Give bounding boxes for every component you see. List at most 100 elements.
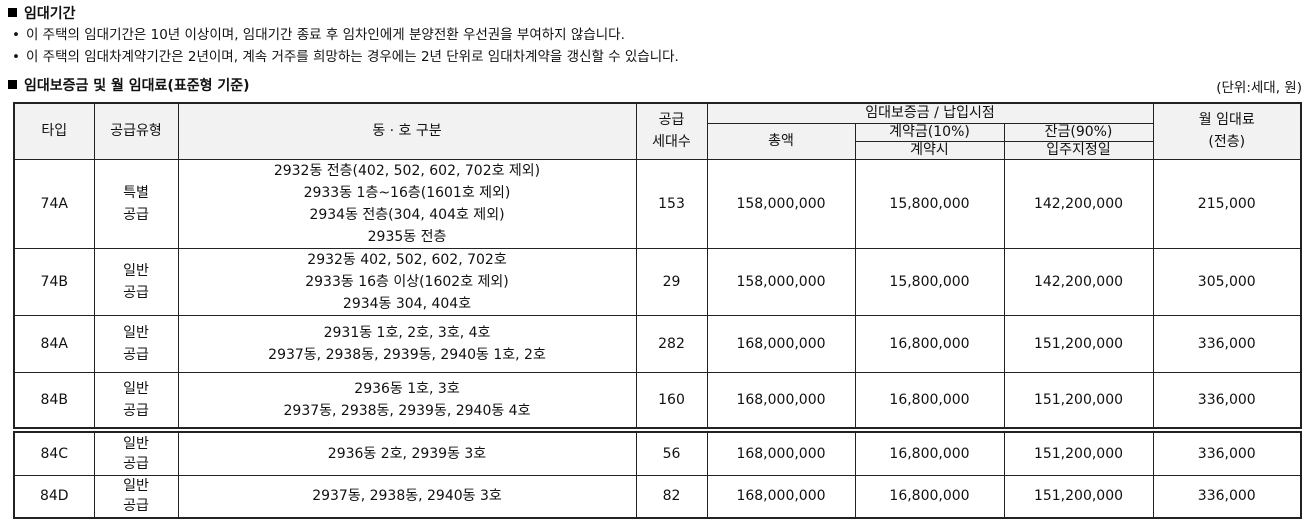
cell-supply-type: 일반 공급 [93, 474, 179, 519]
header-dong-ho: 동 · 호 구분 [177, 102, 637, 160]
cell-line: 2935동 전층 [367, 228, 447, 245]
header-line: 월 임대료 [1198, 112, 1255, 129]
cell-line: 2934동 304, 404호 [342, 295, 472, 312]
cell-line: 공급 [123, 455, 149, 472]
cell-line: 일반 [123, 435, 149, 452]
cell-type: 84D [13, 474, 95, 519]
cell-type: 84A [13, 314, 95, 373]
cell-contract: 16,800,000 [854, 474, 1005, 519]
cell-households: 282 [635, 314, 708, 373]
cell-households: 82 [635, 474, 708, 519]
cell-line: 공급 [123, 402, 149, 419]
cell-supply-type: 일반 공급 [93, 371, 179, 429]
cell-households: 153 [635, 158, 708, 249]
cell-dong-ho: 2937동, 2938동, 2940동 3호 [177, 474, 637, 519]
cell-balance: 151,200,000 [1003, 431, 1154, 476]
header-line: (전층) [1208, 134, 1246, 151]
cell-contract: 16,800,000 [854, 371, 1005, 429]
bullet-dot: • [12, 27, 20, 43]
cell-contract: 16,800,000 [854, 431, 1005, 476]
table-row: 84B 일반 공급 2936동 1호, 3호 2937동, 2938동, 293… [13, 371, 1302, 429]
cell-supply-type: 특별 공급 [93, 158, 179, 249]
cell-line: 공급 [123, 346, 149, 363]
header-line: 공급 [658, 112, 685, 129]
section-title: 임대보증금 및 월 임대료(표준형 기준) [24, 78, 250, 94]
table-row: 74B 일반 공급 2932동 402, 502, 602, 702호 2933… [13, 247, 1302, 316]
header-balance: 잔금(90%) [1003, 122, 1154, 142]
rent-table: 타입 공급유형 동 · 호 구분 공급 세대수 임대보증금 / 납입시점 월 임… [13, 102, 1302, 429]
section-title: 임대기간 [24, 6, 76, 22]
header-type: 타입 [13, 102, 95, 160]
cell-total: 158,000,000 [706, 158, 856, 249]
cell-contract: 16,800,000 [854, 314, 1005, 373]
table-row: 84A 일반 공급 2931동 1호, 2호, 3호, 4호 2937동, 29… [13, 314, 1302, 373]
cell-rent: 336,000 [1152, 431, 1302, 476]
cell-total: 168,000,000 [706, 474, 856, 519]
cell-households: 29 [635, 247, 708, 316]
cell-line: 일반 [123, 478, 149, 495]
cell-contract: 15,800,000 [854, 158, 1005, 249]
cell-line: 2932동 전층(402, 502, 602, 702호 제외) [273, 162, 541, 179]
table-row: 84C 일반 공급 2936동 2호, 2939동 3호 56 168,000,… [13, 431, 1302, 476]
cell-line: 2932동 402, 502, 602, 702호 [307, 251, 507, 268]
cell-rent: 215,000 [1152, 158, 1302, 249]
cell-dong-ho: 2932동 전층(402, 502, 602, 702호 제외) 2933동 1… [177, 158, 637, 249]
cell-balance: 151,200,000 [1003, 371, 1154, 429]
cell-line: 2933동 16층 이상(1602호 제외) [305, 273, 509, 290]
header-total: 총액 [706, 122, 856, 160]
cell-contract: 15,800,000 [854, 247, 1005, 316]
square-bullet-icon [8, 8, 17, 17]
cell-balance: 142,200,000 [1003, 158, 1154, 249]
cell-line: 특별 [123, 184, 149, 201]
bullet-item: • 이 주택의 임대차계약기간은 2년이며, 계속 거주를 희망하는 경우에는 2… [12, 45, 679, 65]
header-balance-timing: 입주지정일 [1003, 140, 1154, 160]
cell-dong-ho: 2932동 402, 502, 602, 702호 2933동 16층 이상(1… [177, 247, 637, 316]
table-row: 84D 일반 공급 2937동, 2938동, 2940동 3호 82 168,… [13, 474, 1302, 519]
table-row: 74A 특별 공급 2932동 전층(402, 502, 602, 702호 제… [13, 158, 1302, 249]
section-heading-deposit-rent: 임대보증금 및 월 임대료(표준형 기준) [8, 75, 250, 95]
cell-line: 2931동 1호, 2호, 3호, 4호 [323, 324, 491, 341]
cell-total: 168,000,000 [706, 314, 856, 373]
cell-line: 일반 [123, 262, 149, 279]
header-households: 공급 세대수 [635, 102, 708, 160]
cell-rent: 336,000 [1152, 474, 1302, 519]
bullet-dot: • [12, 49, 20, 65]
header-monthly-rent: 월 임대료 (전층) [1152, 102, 1302, 160]
cell-type: 74B [13, 247, 95, 316]
cell-balance: 151,200,000 [1003, 474, 1154, 519]
cell-supply-type: 일반 공급 [93, 247, 179, 316]
cell-line: 2937동, 2938동, 2939동, 2940동 4호 [283, 402, 531, 419]
cell-type: 84B [13, 371, 95, 429]
cell-households: 160 [635, 371, 708, 429]
cell-type: 84C [13, 431, 95, 476]
cell-supply-type: 일반 공급 [93, 314, 179, 373]
cell-households: 56 [635, 431, 708, 476]
cell-line: 일반 [123, 324, 149, 341]
cell-total: 168,000,000 [706, 431, 856, 476]
cell-line: 공급 [123, 498, 149, 515]
cell-line: 2934동 전층(304, 404호 제외) [309, 206, 505, 223]
cell-balance: 151,200,000 [1003, 314, 1154, 373]
cell-dong-ho: 2936동 1호, 3호 2937동, 2938동, 2939동, 2940동 … [177, 371, 637, 429]
cell-total: 158,000,000 [706, 247, 856, 316]
header-contract: 계약금(10%) [854, 122, 1005, 142]
cell-line: 2933동 1층~16층(1601호 제외) [303, 184, 511, 201]
cell-line: 2936동 1호, 3호 [354, 380, 460, 397]
header-contract-timing: 계약시 [854, 140, 1005, 160]
cell-line: 일반 [123, 380, 149, 397]
cell-total: 168,000,000 [706, 371, 856, 429]
cell-dong-ho: 2931동 1호, 2호, 3호, 4호 2937동, 2938동, 2939동… [177, 314, 637, 373]
cell-type: 74A [13, 158, 95, 249]
header-deposit-group: 임대보증금 / 납입시점 [706, 102, 1154, 124]
cell-rent: 305,000 [1152, 247, 1302, 316]
cell-line: 공급 [123, 206, 149, 223]
cell-rent: 336,000 [1152, 371, 1302, 429]
cell-balance: 142,200,000 [1003, 247, 1154, 316]
header-supply-type: 공급유형 [93, 102, 179, 160]
bullet-text: 이 주택의 임대차계약기간은 2년이며, 계속 거주를 희망하는 경우에는 2년… [25, 49, 679, 65]
bullet-text: 이 주택의 임대기간은 10년 이상이며, 임대기간 종료 후 임차인에게 분양… [25, 27, 625, 43]
cell-rent: 336,000 [1152, 314, 1302, 373]
section-heading-lease-period: 임대기간 [8, 3, 76, 23]
cell-line: 공급 [123, 284, 149, 301]
cell-supply-type: 일반 공급 [93, 431, 179, 476]
